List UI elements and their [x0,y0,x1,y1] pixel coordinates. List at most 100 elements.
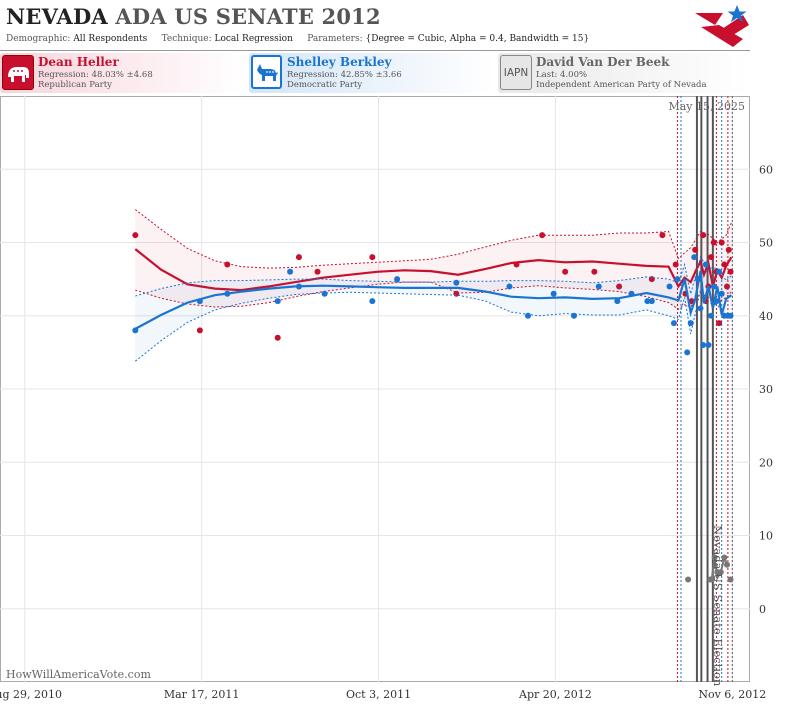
poll-point-heller [616,283,623,290]
poll-point-heller [672,261,679,268]
poll-point-heller [369,254,376,261]
poll-point-heller [725,246,732,253]
candidate-card-vanderbeek[interactable]: IAPN David Van Der Beek Last: 4.00% Inde… [498,53,748,93]
poll-point-berkley [321,290,328,297]
poll-point-berkley [666,283,673,290]
poll-point-heller [700,232,707,239]
poll-point-heller [539,232,546,239]
poll-point-berkley [674,276,681,283]
poll-point-vanderbeek [724,561,731,568]
poll-point-berkley [713,298,720,305]
y-tick-label: 0 [759,603,766,616]
poll-point-berkley [614,298,621,305]
candidate-card-berkley[interactable]: Shelley Berkley Regression: 42.85% ±3.66… [249,53,495,93]
demographic-value: All Respondents [73,34,148,44]
x-tick-label: Mar 17, 2011 [164,688,240,701]
candidate-card-heller[interactable]: Dean Heller Regression: 48.03% ±4.68 Rep… [0,53,246,93]
current-date-label: May 15, 2025 [668,100,745,113]
poll-point-vanderbeek [717,569,724,576]
poll-point-berkley [394,276,401,283]
poll-point-berkley [224,290,231,297]
candidate-stat-berkley: Regression: 42.85% ±3.66 [287,70,402,80]
poll-point-heller [716,320,723,327]
trend-line-berkley [134,270,733,330]
y-tick-label: 10 [759,530,773,543]
poll-point-heller [692,246,699,253]
poll-point-berkley [644,298,651,305]
title-state: NEVADA [6,4,108,29]
poll-point-vanderbeek [711,554,718,561]
iapn-badge: IAPN [500,55,532,90]
poll-point-berkley [694,276,701,283]
poll-point-heller [591,268,598,275]
candidate-name-vanderbeek: David Van Der Beek [536,55,670,69]
y-tick-label: 60 [759,163,773,176]
poll-point-heller [132,232,139,239]
poll-point-berkley [648,298,655,305]
lower-bound-berkley [134,288,732,362]
poll-point-heller [659,232,666,239]
candidate-name-heller: Dean Heller [38,55,119,69]
poll-point-vanderbeek [708,576,715,583]
poll-point-berkley [702,261,709,268]
poll-point-berkley [670,320,677,327]
poll-point-berkley [710,283,717,290]
x-tick-label: Apr 20, 2012 [518,688,592,701]
election-event-label: Nevada US Senate Election [711,525,725,687]
poll-point-berkley [274,298,281,305]
x-tick-label: Aug 29, 2010 [0,688,62,701]
poll-point-berkley [705,342,712,349]
x-tick-label: Oct 3, 2011 [346,688,411,701]
poll-point-heller [724,283,731,290]
page-title: NEVADA ADA US SENATE 2012 [6,4,381,29]
poll-point-berkley [700,342,707,349]
demographic-label: Demographic: [6,34,71,44]
poll-point-berkley [691,254,698,261]
poll-point-berkley [595,283,602,290]
poll-point-berkley [550,290,557,297]
poll-point-vanderbeek [727,576,734,583]
poll-point-heller [710,239,717,246]
candidate-stat-heller: Regression: 48.03% ±4.68 [38,70,153,80]
poll-point-berkley [718,290,725,297]
democratic-donkey-icon [251,55,282,89]
poll-point-heller [196,327,203,334]
upper-bound-heller [134,209,732,269]
candidate-party-heller: Republican Party [38,80,112,90]
candidate-stat-vanderbeek: Last: 4.00% [536,70,588,80]
x-tick-label: Nov 6, 2012 [698,688,766,701]
poll-point-berkley [453,279,460,286]
candidate-name-berkley: Shelley Berkley [287,55,392,69]
y-tick-label: 50 [759,237,773,250]
poll-point-heller [513,261,520,268]
poll-point-heller [274,334,281,341]
poll-point-heller [721,261,728,268]
poll-point-berkley [628,290,635,297]
poll-point-berkley [570,312,577,319]
site-watermark[interactable]: HowWillAmericaVote.com [6,668,151,681]
poll-point-heller [727,268,734,275]
poll-point-berkley [132,327,139,334]
poll-point-vanderbeek [721,554,728,561]
poll-point-berkley [716,268,723,275]
poll-point-berkley [697,305,704,312]
upper-bound-berkley [135,256,732,297]
site-logo-icon[interactable] [693,3,751,47]
parameters-value: {Degree = Cubic, Alpha = 0.4, Bandwidth … [365,34,590,44]
poll-point-berkley [525,312,532,319]
title-race: ADA US SENATE 2012 [115,4,381,29]
poll-point-berkley [295,283,302,290]
y-tick-label: 20 [759,456,773,469]
poll-point-berkley [727,312,734,319]
parameters-label: Parameters: [307,34,363,44]
poll-point-berkley [287,268,294,275]
technique-label: Technique: [161,34,212,44]
y-tick-label: 40 [759,310,773,323]
poll-point-heller [562,268,569,275]
poll-point-heller [718,239,725,246]
candidate-party-berkley: Democratic Party [287,80,363,90]
poll-point-berkley [196,298,203,305]
poll-point-berkley [506,283,513,290]
poll-point-berkley [687,320,694,327]
